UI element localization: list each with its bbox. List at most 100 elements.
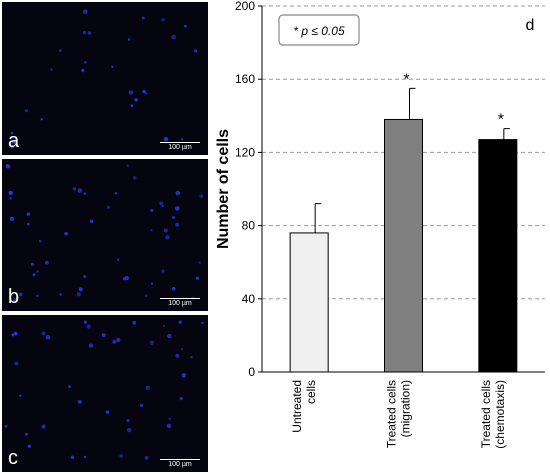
y-tick-label: 160 <box>235 72 255 86</box>
scale-bar-label: 100 µm <box>168 461 192 468</box>
x-tick-label: Treated cells <box>479 380 493 448</box>
cell-nucleus <box>50 68 53 71</box>
legend-note: * p ≤ 0.05 <box>293 24 345 38</box>
cell-nucleus <box>178 320 182 324</box>
cell-nucleus <box>10 145 14 149</box>
nuclei-layer <box>4 320 204 460</box>
cell-nucleus <box>130 104 134 107</box>
y-tick-label: 0 <box>248 365 255 379</box>
cell-nucleus <box>179 397 183 401</box>
cell-nucleus <box>139 403 144 407</box>
cell-nucleus <box>14 361 19 366</box>
scale-bar <box>160 298 200 299</box>
cell-nucleus <box>175 353 180 358</box>
x-tick-label: Treated cells <box>385 380 399 448</box>
cell-nucleus <box>175 206 180 211</box>
cell-nucleus <box>180 348 184 351</box>
cell-nucleus <box>87 31 92 35</box>
cell-nucleus <box>9 216 14 221</box>
cell-nucleus <box>149 340 154 345</box>
cell-nucleus <box>171 215 176 219</box>
cell-nucleus <box>127 427 132 433</box>
cell-nucleus <box>38 239 42 243</box>
cell-nucleus <box>145 92 148 95</box>
cell-nucleus <box>101 333 106 337</box>
cell-nucleus <box>8 190 13 195</box>
cell-nucleus <box>83 320 87 324</box>
y-tick-label: 200 <box>235 0 255 13</box>
cell-nucleus <box>163 137 169 142</box>
cell-nucleus <box>150 208 154 213</box>
cell-nucleus <box>175 222 180 227</box>
cell-nucleus <box>83 275 87 279</box>
cell-nucleus <box>134 98 138 102</box>
x-tick-label: (migration) <box>399 380 413 437</box>
cell-nucleus <box>32 273 36 277</box>
cell-nucleus <box>201 321 204 325</box>
cell-nucleus <box>112 340 117 344</box>
panel-letter-b: b <box>8 286 20 308</box>
cell-nucleus <box>114 192 118 195</box>
cell-nucleus <box>171 286 176 291</box>
cell-nucleus <box>36 294 39 297</box>
cell-nucleus <box>24 432 28 436</box>
cell-nucleus <box>11 333 15 337</box>
cell-nucleus <box>195 276 200 280</box>
cell-nucleus <box>40 118 43 121</box>
y-tick-label: 40 <box>242 292 256 306</box>
cell-nucleus <box>70 455 75 459</box>
cell-nucleus <box>59 293 62 296</box>
cell-nucleus <box>183 24 187 28</box>
micrograph-panel-c: c 100 µm <box>2 315 208 472</box>
cell-nucleus <box>68 385 71 389</box>
bar <box>384 118 423 373</box>
cell-nucleus <box>144 294 148 297</box>
cell-nucleus <box>150 229 153 232</box>
cell-nucleus <box>165 235 170 240</box>
cell-nucleus <box>10 131 14 135</box>
cell-nucleus <box>45 260 49 265</box>
cell-nucleus <box>88 343 93 348</box>
cell-nucleus <box>119 454 123 458</box>
cell-nucleus <box>198 261 201 264</box>
cell-nucleus <box>161 204 164 207</box>
cell-nucleus <box>161 269 165 273</box>
cell-nucleus <box>180 138 184 141</box>
cell-nucleus <box>168 417 171 420</box>
cell-nucleus <box>64 232 68 236</box>
cell-nucleus <box>161 18 165 22</box>
micrograph-panel-b: b 100 µm <box>2 159 208 311</box>
cell-nucleus <box>78 287 83 292</box>
cell-nucleus <box>13 298 17 302</box>
micrograph-panel-a: a 100 µm <box>2 2 208 155</box>
cell-nucleus <box>128 90 134 95</box>
scale-bar-label: 100 µm <box>168 300 192 307</box>
cell-nucleus <box>77 400 82 404</box>
cell-nucleus <box>193 49 198 53</box>
cell-nucleus <box>19 292 23 297</box>
cell-nucleus <box>126 418 130 423</box>
cell-nucleus <box>26 212 31 216</box>
cell-nucleus <box>83 455 87 459</box>
y-tick-label: 120 <box>235 145 255 159</box>
x-tick-label: cells <box>304 380 318 404</box>
cell-nucleus <box>13 331 18 336</box>
cell-nucleus <box>30 262 34 266</box>
cell-nucleus <box>132 320 137 325</box>
y-axis-label: Number of cells <box>215 129 232 249</box>
cell-nucleus <box>141 16 145 20</box>
cell-nucleus <box>166 423 172 429</box>
x-tick-label: Untreated <box>290 380 304 433</box>
cell-nucleus <box>76 292 81 297</box>
cell-nucleus <box>111 65 114 68</box>
cell-nucleus <box>4 424 8 428</box>
cell-nucleus <box>45 335 51 340</box>
cell-nucleus <box>12 140 16 144</box>
scale-bar-label: 100 µm <box>168 144 192 151</box>
cell-nucleus <box>142 89 146 94</box>
cell-nucleus <box>127 38 131 41</box>
cell-nucleus <box>82 30 87 35</box>
cell-nucleus <box>133 176 137 180</box>
cell-nucleus <box>9 197 12 200</box>
cell-nucleus <box>171 34 176 40</box>
